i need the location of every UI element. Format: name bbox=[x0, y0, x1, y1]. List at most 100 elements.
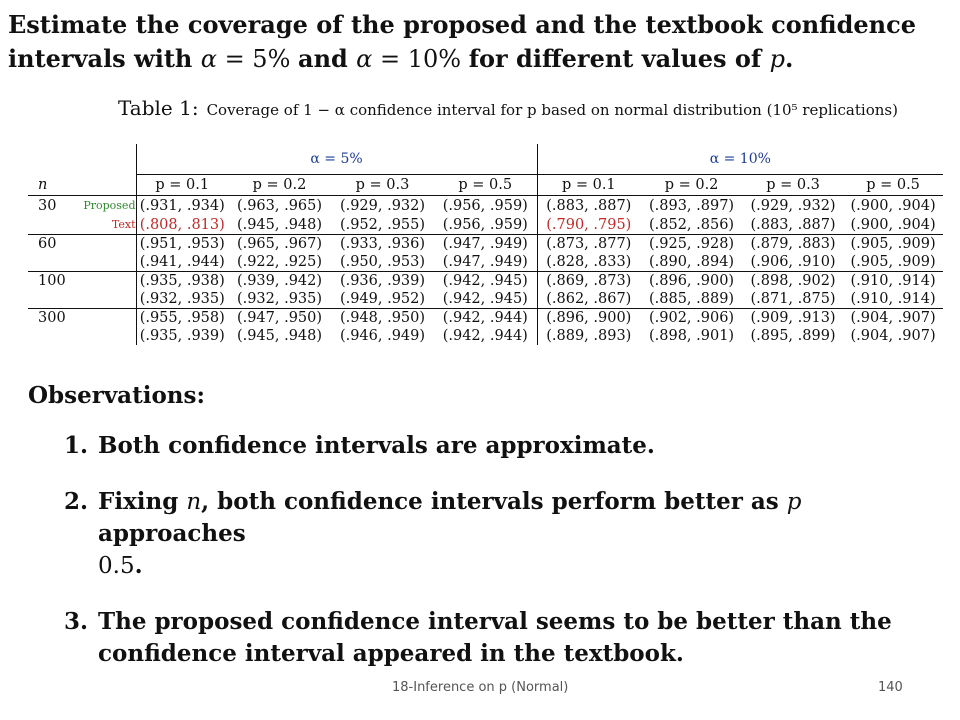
row-label-cell: Text bbox=[58, 215, 137, 235]
coverage-cell: (.947, .949) bbox=[434, 234, 538, 253]
observation-number: 1. bbox=[64, 432, 89, 459]
p-header: p = 0.1 bbox=[537, 174, 641, 196]
group-header-row: α = 5% α = 10% bbox=[28, 144, 944, 175]
table-caption-text: Coverage of 1 − α confidence interval fo… bbox=[206, 101, 898, 119]
coverage-cell: (.945, .948) bbox=[236, 216, 323, 233]
observation-p: p bbox=[786, 489, 802, 515]
coverage-cell: (.828, .833) bbox=[546, 254, 632, 270]
coverage-cell: (.945, .948) bbox=[236, 328, 323, 344]
heading-and: and bbox=[298, 44, 357, 73]
row-label-cell bbox=[58, 290, 137, 309]
observation-item: 1. Both confidence intervals are approxi… bbox=[64, 430, 934, 462]
observation-item: 2. Fixing n, both confidence intervals p… bbox=[64, 486, 934, 582]
header-spacer bbox=[58, 174, 137, 196]
n-value: 30 bbox=[28, 195, 58, 215]
observations-list: 1. Both confidence intervals are approxi… bbox=[64, 430, 934, 694]
observation-text-a: Fixing bbox=[98, 488, 187, 515]
p-header: p = 0.2 bbox=[640, 174, 744, 196]
table-caption: Table 1: Coverage of 1 − α confidence int… bbox=[118, 96, 918, 120]
p-header: p = 0.5 bbox=[434, 174, 538, 196]
coverage-cell: (.956, .959) bbox=[434, 215, 538, 235]
group-header-alpha-10: α = 10% bbox=[537, 144, 944, 175]
coverage-cell: (.931, .934) bbox=[136, 195, 228, 215]
coverage-cell: (.900, .904) bbox=[843, 195, 944, 215]
coverage-cell: (.885, .889) bbox=[648, 291, 735, 307]
coverage-table-wrap: α = 5% α = 10% n p = 0.1 p = 0.2 p = 0.3… bbox=[28, 144, 944, 345]
coverage-cell: (.947, .949) bbox=[434, 253, 538, 272]
observation-line-1: The proposed confidence interval seems t… bbox=[98, 608, 892, 635]
n-header: n bbox=[28, 174, 58, 196]
coverage-cell: (.942, .945) bbox=[434, 290, 538, 309]
coverage-cell: (.905, .909) bbox=[850, 254, 936, 270]
table-row: (.932, .935) (.932, .935) (.949, .952) (.94… bbox=[28, 290, 943, 309]
proposed-label: Proposed bbox=[83, 199, 136, 212]
alpha-eq-10: = 10% bbox=[372, 45, 469, 73]
coverage-cell: (.879, .883) bbox=[743, 234, 844, 253]
p-header: p = 0.3 bbox=[331, 174, 434, 196]
observation-number: 3. bbox=[64, 608, 89, 635]
coverage-cell: (.922, .925) bbox=[236, 254, 323, 270]
coverage-cell: (.873, .877) bbox=[537, 234, 641, 253]
coverage-cell: (.942, .944) bbox=[434, 327, 538, 345]
heading-p: p bbox=[769, 45, 785, 73]
alpha-eq-5: = 5% bbox=[216, 45, 299, 73]
coverage-cell: (.808, .813) bbox=[139, 216, 225, 233]
coverage-cell: (.942, .944) bbox=[434, 308, 538, 327]
row-label-cell bbox=[58, 327, 137, 345]
coverage-cell: (.929, .932) bbox=[743, 195, 844, 215]
row-label-cell bbox=[58, 234, 137, 253]
table-row: 30 Proposed (.931, .934) (.963, .965) (.929,… bbox=[28, 195, 944, 215]
coverage-cell: (.952, .955) bbox=[339, 216, 426, 233]
observation-line-2: confidence interval appeared in the text… bbox=[98, 640, 684, 667]
coverage-cell: (.956, .959) bbox=[434, 195, 538, 215]
observation-value: 0.5 bbox=[98, 553, 135, 579]
coverage-cell: (.946, .949) bbox=[339, 328, 426, 344]
coverage-cell: (.869, .873) bbox=[537, 271, 641, 290]
observation-text: Both confidence intervals are approximat… bbox=[98, 432, 655, 459]
coverage-cell: (.935, .939) bbox=[139, 328, 225, 344]
row-label-cell bbox=[58, 308, 137, 327]
coverage-cell: (.925, .928) bbox=[640, 234, 744, 253]
row-label-cell bbox=[58, 253, 137, 272]
observation-n: n bbox=[186, 489, 202, 515]
observations-title: Observations: bbox=[28, 382, 205, 409]
coverage-cell: (.939, .942) bbox=[228, 271, 331, 290]
heading-line-2: intervals with α = 5% and α = 10% for di… bbox=[8, 42, 938, 76]
coverage-table: α = 5% α = 10% n p = 0.1 p = 0.2 p = 0.3… bbox=[28, 144, 944, 345]
n-value bbox=[28, 253, 58, 272]
footer-page-number: 140 bbox=[878, 680, 903, 695]
row-label-cell: Proposed bbox=[58, 195, 137, 215]
table-row: Text (.808, .813) (.945, .948) (.952, .955)… bbox=[28, 215, 943, 235]
coverage-cell: (.932, .935) bbox=[139, 291, 225, 307]
observation-number: 2. bbox=[64, 488, 89, 515]
coverage-cell: (.948, .950) bbox=[331, 308, 434, 327]
heading-line-2b: for different values of bbox=[468, 44, 770, 73]
coverage-cell: (.933, .936) bbox=[331, 234, 434, 253]
alpha-symbol-1: α bbox=[200, 45, 217, 73]
text-label: Text bbox=[111, 218, 136, 231]
footer-title: 18-Inference on p (Normal) bbox=[392, 680, 569, 695]
coverage-cell: (.905, .909) bbox=[843, 234, 944, 253]
coverage-cell: (.910, .914) bbox=[843, 271, 944, 290]
observation-text-c: approaches bbox=[98, 520, 246, 547]
coverage-cell: (.929, .932) bbox=[331, 195, 434, 215]
coverage-cell: (.890, .894) bbox=[648, 254, 735, 270]
p-header: p = 0.2 bbox=[228, 174, 331, 196]
p-header: p = 0.3 bbox=[743, 174, 844, 196]
coverage-cell: (.883, .887) bbox=[537, 195, 641, 215]
heading-line-2a: intervals with bbox=[8, 44, 201, 73]
coverage-cell: (.862, .867) bbox=[546, 291, 632, 307]
coverage-cell: (.790, .795) bbox=[546, 216, 632, 233]
coverage-cell: (.904, .907) bbox=[843, 308, 944, 327]
coverage-cell: (.898, .901) bbox=[648, 328, 735, 344]
coverage-cell: (.935, .938) bbox=[136, 271, 228, 290]
coverage-cell: (.950, .953) bbox=[339, 254, 426, 270]
n-value: 60 bbox=[28, 234, 58, 253]
coverage-cell: (.936, .939) bbox=[331, 271, 434, 290]
coverage-cell: (.898, .902) bbox=[743, 271, 844, 290]
coverage-table-body: 30 Proposed (.931, .934) (.963, .965) (.929,… bbox=[28, 195, 944, 345]
coverage-cell: (.883, .887) bbox=[750, 216, 836, 233]
n-value bbox=[28, 215, 58, 235]
table-row: 100 (.935, .938) (.939, .942) (.936, .939)(… bbox=[28, 271, 944, 290]
